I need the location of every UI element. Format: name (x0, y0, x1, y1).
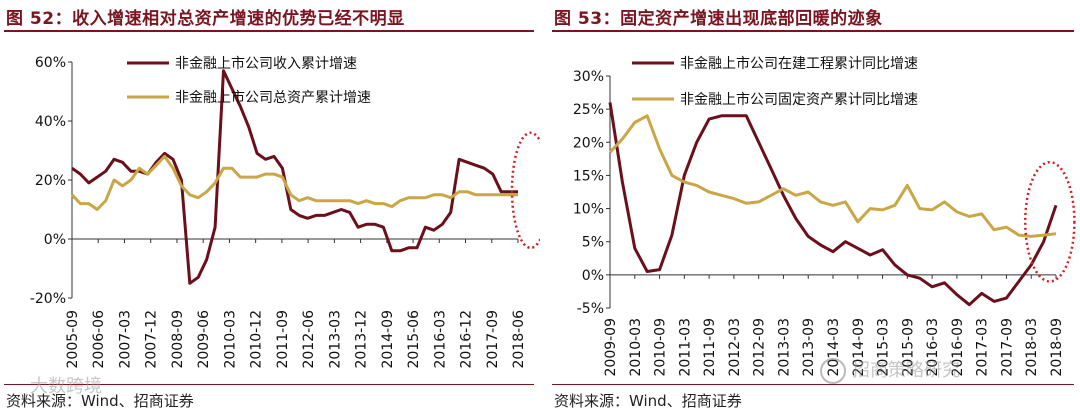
y-tick-label: 20% (35, 173, 66, 189)
legend-label: 非金融上市公司收入累计增速 (175, 55, 357, 72)
x-tick-label: 2007-12 (144, 310, 160, 369)
x-tick-label: 2012-06 (301, 310, 317, 369)
x-tick-label: 2017-09 (485, 310, 501, 369)
y-tick-label: 20% (573, 135, 604, 151)
y-tick-label: 60% (35, 55, 66, 71)
x-tick-label: 2015-03 (876, 318, 892, 377)
x-tick-label: 2010-12 (249, 310, 265, 369)
x-tick-label: 2010-09 (653, 318, 669, 377)
x-tick-label: 2017-09 (999, 318, 1015, 377)
x-tick-label: 2018-09 (1049, 318, 1065, 377)
x-tick-label: 2015-09 (900, 318, 916, 377)
watermark-text: 招商策略研究 (852, 360, 960, 381)
y-tick-label: 10% (573, 202, 604, 218)
source-rule (4, 384, 534, 385)
figure-52-panel: 图 52：收入增速相对总资产增速的优势已经不明显 -20% 0% 20% 40% 60%… (4, 9, 540, 410)
x-tick-label: 2016-12 (459, 310, 475, 369)
x-tick-label: 2005-09 (65, 310, 81, 369)
x-tick-label: 2010-03 (222, 310, 238, 369)
figure-52-chart: -20% 0% 20% 40% 60% 2005-09 2006-06 2007-03 2007… (30, 55, 540, 369)
x-tick-label: 2014-09 (851, 318, 867, 377)
figure-53-source: 资料来源：Wind、招商证券 (554, 392, 742, 410)
x-tick-label: 2014-09 (380, 310, 396, 369)
x-tick-label: 2011-09 (275, 310, 291, 369)
x-tick-label: 2007-03 (117, 310, 133, 369)
x-tick-label: 2016-03 (432, 310, 448, 369)
x-tick-label: 2018-03 (1024, 318, 1040, 377)
x-tick-label: 2013-03 (776, 318, 792, 377)
y-tick-label: 15% (573, 168, 604, 184)
legend-label: 非金融上市公司总资产累计增速 (175, 89, 371, 106)
figure-53-panel: 图 53：固定资产增速出现底部回暖的迹象 -5% 0% 5% 10% 15% 20% 25%… (548, 0, 1080, 418)
x-tick-label: 2018-06 (511, 310, 527, 369)
x-tick-label: 2013-03 (327, 310, 343, 369)
x-tick-label: 2017-03 (975, 318, 991, 377)
y-tick-label: -5% (577, 301, 604, 317)
x-tick-label: 2009-09 (603, 318, 619, 377)
series-line-2 (608, 114, 1057, 238)
highlight-ellipse (1023, 160, 1076, 283)
watermark-text: 大数跨境 (30, 376, 102, 397)
y-tick-label: 0% (44, 232, 66, 248)
x-tick-label: 2013-09 (801, 318, 817, 377)
watermark-right: 招商策略研究 (820, 356, 960, 384)
legend-label: 非金融上市公司固定资产累计同比增速 (680, 91, 918, 108)
figure-53-title: 图 53：固定资产增速出现底部回暖的迹象 (554, 9, 883, 29)
legend-label: 非金融上市公司在建工程累计同比增速 (680, 55, 918, 72)
title-rule (552, 30, 1074, 32)
y-tick-label: 0% (582, 268, 604, 284)
source-rule (552, 384, 1074, 385)
y-tick-label: 5% (582, 235, 604, 251)
x-tick-label: 2010-03 (628, 318, 644, 377)
y-tick-label: 25% (573, 102, 604, 118)
figure-53-chart: -5% 0% 5% 10% 15% 20% 25% 30% 2009-09 2010-03 2010… (573, 55, 1076, 377)
x-tick-label: 2012-03 (727, 318, 743, 377)
x-tick-label: 2012-09 (752, 318, 768, 377)
title-rule (4, 30, 534, 32)
wechat-logo-icon (820, 358, 846, 384)
x-tick-label: 2008-09 (170, 310, 186, 369)
y-tick-label: 30% (573, 69, 604, 85)
highlight-ellipse (510, 131, 540, 250)
y-tick-label: -20% (30, 291, 66, 307)
x-tick-label: 2006-06 (91, 310, 107, 369)
x-tick-label: 2009-06 (196, 310, 212, 369)
figure-52-title: 图 52：收入增速相对总资产增速的优势已经不明显 (6, 9, 405, 29)
x-tick-label: 2016-09 (950, 318, 966, 377)
x-tick-label: 2016-03 (925, 318, 941, 377)
series-line-2 (70, 154, 518, 211)
x-tick-label: 2011-09 (702, 318, 718, 377)
x-tick-label: 2015-06 (406, 310, 422, 369)
series-line-1 (608, 102, 1058, 307)
x-tick-label: 2011-03 (677, 318, 693, 377)
watermark-left: 大数跨境 (30, 372, 102, 398)
x-tick-label: 2013-12 (354, 310, 370, 369)
y-tick-label: 40% (35, 114, 66, 130)
figure-52-source: 资料来源：Wind、招商证券 (6, 392, 194, 410)
